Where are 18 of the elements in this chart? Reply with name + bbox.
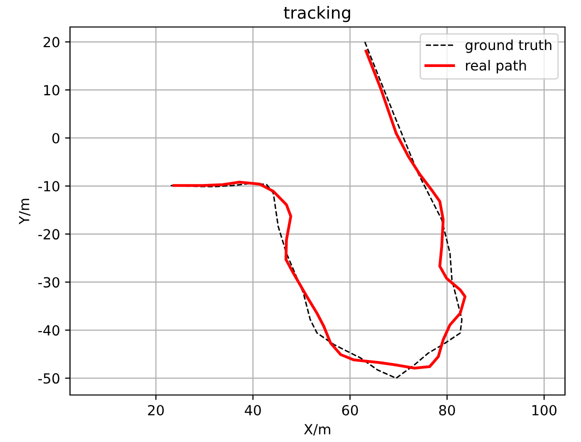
chart-title: tracking (284, 6, 350, 22)
y-tick-label: -10 (38, 180, 60, 192)
x-tick-label: 20 (148, 404, 164, 416)
x-tick-label: 80 (439, 404, 455, 416)
x-tick-label: 100 (532, 404, 556, 416)
y-tick-label: -40 (38, 325, 60, 336)
x-axis-title: X/m (304, 424, 330, 436)
y-tick-label: -30 (38, 277, 60, 288)
legend-label: ground truth (466, 40, 552, 53)
x-tick-label: 40 (244, 404, 261, 416)
x-tick-label: 60 (342, 404, 358, 416)
y-tick-label: 0 (52, 132, 60, 144)
legend-label: real path (466, 60, 526, 74)
y-tick-label: 20 (44, 36, 60, 48)
y-tick-label: -50 (38, 373, 60, 384)
y-tick-label: -20 (38, 229, 60, 240)
y-axis-title: Y/m (19, 198, 30, 224)
y-tick-label: 10 (44, 84, 60, 96)
